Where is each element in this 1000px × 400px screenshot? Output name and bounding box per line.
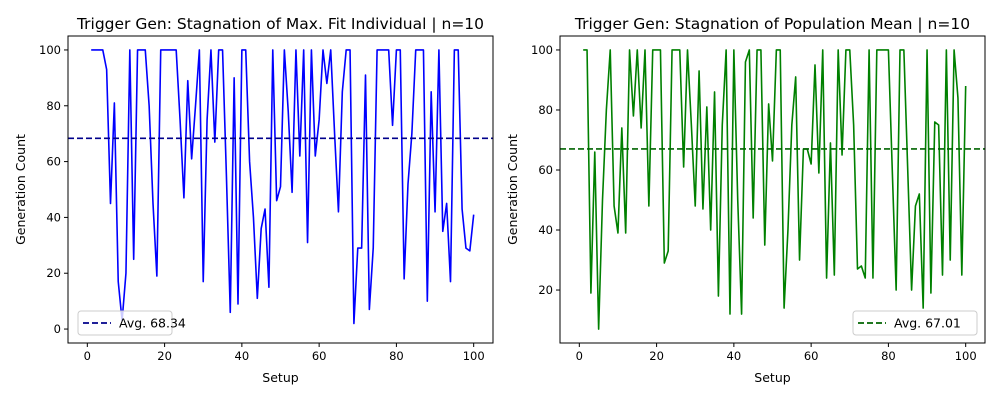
x-tick-label: 80	[389, 349, 404, 363]
chart-right-ylabel: Generation Count	[505, 134, 520, 245]
x-tick-label: 40	[727, 349, 742, 363]
y-tick-label: 80	[538, 103, 553, 117]
chart-right: Trigger Gen: Stagnation of Population Me…	[505, 15, 986, 385]
series-line	[583, 49, 967, 330]
x-tick-label: 20	[649, 349, 664, 363]
chart-left-ylabel: Generation Count	[13, 134, 28, 245]
x-tick-label: 80	[881, 349, 896, 363]
y-tick-label: 60	[46, 155, 61, 169]
series-line	[91, 49, 475, 325]
x-tick-label: 0	[576, 349, 583, 363]
chart-right-legend: Avg. 67.01	[852, 310, 978, 336]
y-tick-label: 40	[538, 223, 553, 237]
chart-left-xlabel: Setup	[262, 370, 298, 385]
x-tick-label: 20	[157, 349, 172, 363]
y-tick-label: 100	[39, 43, 61, 57]
chart-left-title: Trigger Gen: Stagnation of Max. Fit Indi…	[76, 15, 484, 33]
legend-box-left	[77, 310, 173, 336]
x-tick-label: 60	[312, 349, 327, 363]
y-tick-label: 20	[538, 283, 553, 297]
chart-right-title: Trigger Gen: Stagnation of Population Me…	[574, 15, 970, 33]
legend-label-left: Avg. 68.34	[119, 316, 186, 331]
chart-left-legend: Avg. 68.34	[77, 310, 186, 336]
chart-left: Trigger Gen: Stagnation of Max. Fit Indi…	[13, 15, 494, 385]
x-tick-label: 0	[84, 349, 91, 363]
chart-right-ticks: 0 20 40 60 80 100 20 40 60 80 100	[531, 43, 977, 363]
x-tick-label: 40	[235, 349, 250, 363]
y-tick-label: 0	[54, 322, 61, 336]
plot-area-right	[560, 36, 985, 343]
plot-frame-left	[67, 35, 494, 344]
x-tick-label: 100	[463, 349, 485, 363]
y-tick-label: 60	[538, 163, 553, 177]
x-tick-label: 60	[804, 349, 819, 363]
chart-left-marks	[68, 49, 493, 325]
chart-right-xlabel: Setup	[754, 370, 790, 385]
y-tick-label: 80	[46, 99, 61, 113]
plot-frame-right	[559, 35, 986, 344]
legend-label-right: Avg. 67.01	[894, 316, 961, 331]
y-tick-label: 20	[46, 266, 61, 280]
chart-left-ticks: 0 20 40 60 80 100 0 20 40 60 80 100	[39, 43, 485, 363]
y-tick-label: 40	[46, 210, 61, 224]
y-tick-label: 100	[531, 43, 553, 57]
x-tick-label: 100	[955, 349, 977, 363]
chart-right-marks	[560, 49, 985, 330]
legend-box-right	[852, 310, 978, 336]
